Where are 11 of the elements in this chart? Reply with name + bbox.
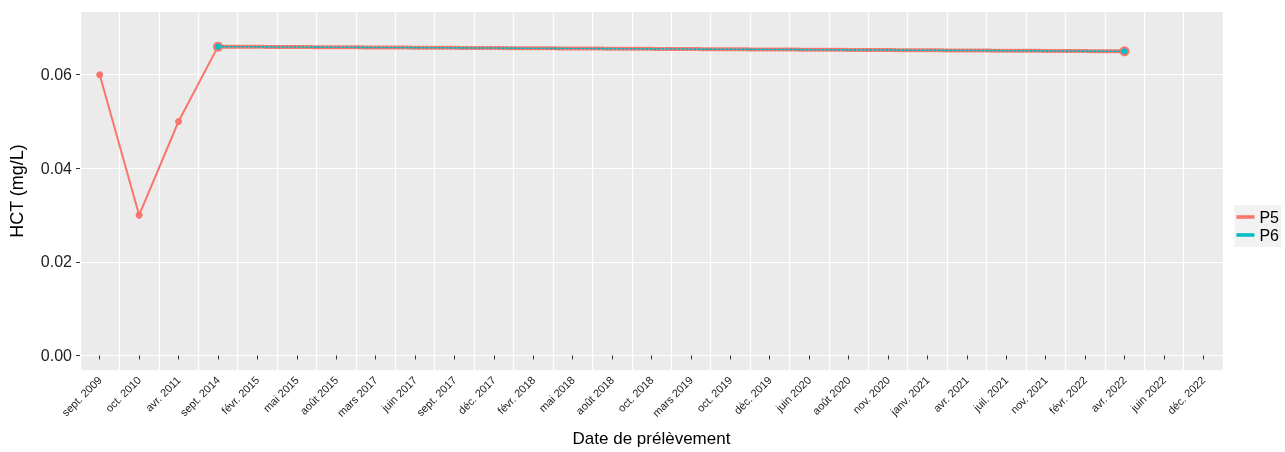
y-tick-label: 0.02 bbox=[40, 253, 73, 271]
y-tick-label: 0.04 bbox=[40, 159, 73, 177]
legend-label: P6 bbox=[1259, 226, 1280, 244]
point bbox=[96, 71, 104, 79]
point bbox=[135, 211, 143, 219]
x-axis-title: Date de prélèvement bbox=[572, 429, 731, 448]
y-tick-label: 0.06 bbox=[40, 66, 73, 84]
legend-label: P5 bbox=[1259, 208, 1280, 226]
point bbox=[175, 118, 183, 125]
y-axis-title: HCT (mg/L) bbox=[7, 144, 27, 238]
y-tick-label: 0.00 bbox=[40, 346, 73, 364]
